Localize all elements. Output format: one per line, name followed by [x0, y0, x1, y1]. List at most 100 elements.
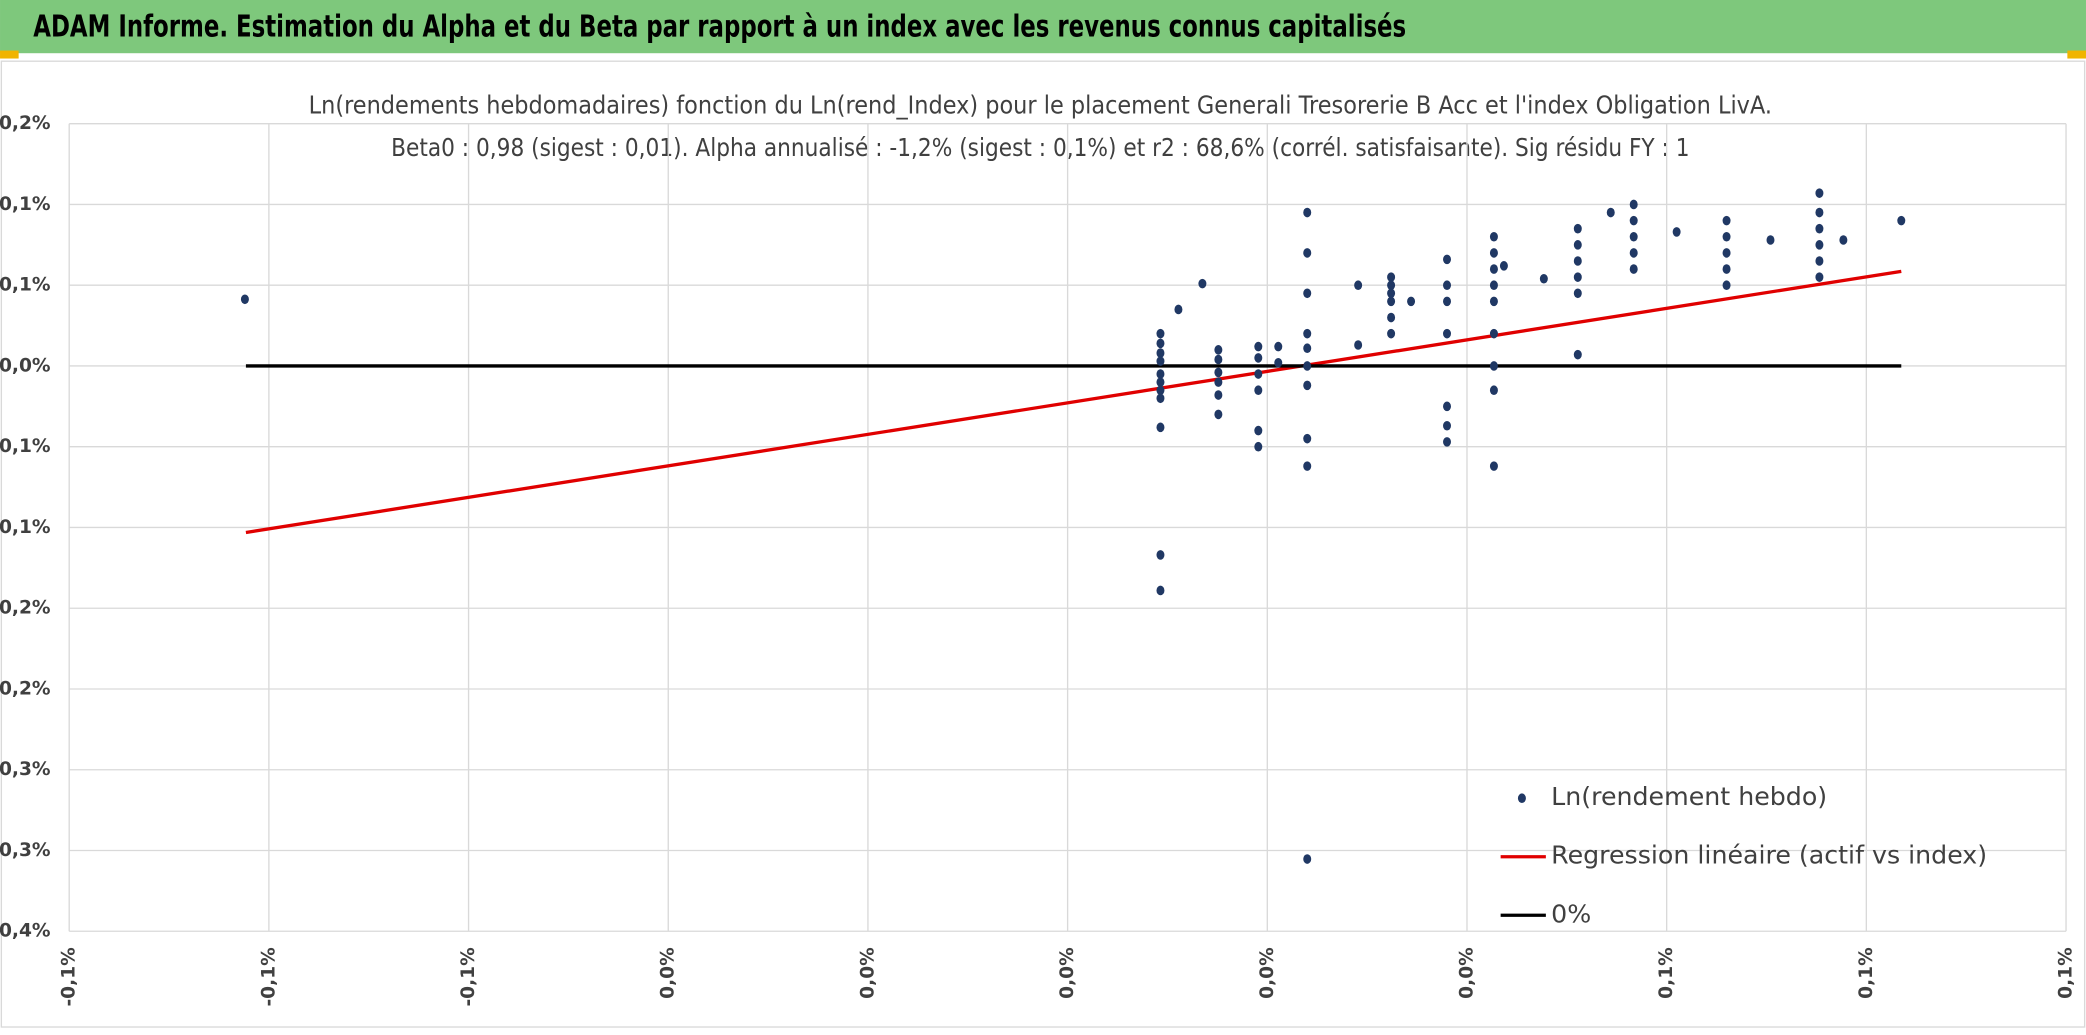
x-tick-label: 0,0%	[658, 947, 679, 999]
y-tick-label: -0,1%	[0, 436, 51, 457]
x-tick-label: -0,1%	[458, 947, 479, 1007]
scatter-point	[1156, 356, 1165, 366]
scatter-point	[1214, 390, 1223, 400]
scatter-point	[1387, 280, 1396, 291]
scatter-point	[1766, 235, 1775, 245]
y-tick-label: -0,1%	[0, 517, 51, 538]
scatter-point	[1214, 354, 1223, 365]
scatter-point	[1387, 328, 1396, 339]
scatter-point	[1606, 207, 1615, 218]
legend-label: 0%	[1551, 899, 1591, 928]
scatter-point	[1897, 215, 1906, 226]
x-tick-label: 0,1%	[2056, 947, 2077, 999]
scatter-point	[1354, 280, 1363, 291]
scatter-point	[1629, 215, 1638, 226]
scatter-point	[1156, 393, 1165, 404]
scatter-point	[1214, 345, 1223, 355]
x-tick-label: 0,1%	[1856, 947, 1877, 999]
x-tick-label: -0,1%	[59, 947, 80, 1007]
scatter-point	[1489, 328, 1498, 339]
scatter-point	[1722, 231, 1731, 242]
scatter-point	[1254, 441, 1263, 452]
scatter-point	[1815, 188, 1824, 198]
scatter-point	[1214, 377, 1223, 387]
scatter-point	[1387, 288, 1396, 299]
scatter-point	[1254, 385, 1263, 395]
scatter-point	[1156, 550, 1165, 560]
scatter-point	[1387, 272, 1396, 282]
scatter-point	[1443, 401, 1452, 412]
scatter-point	[1156, 338, 1165, 349]
scatter-point	[1489, 231, 1498, 242]
scatter-point	[1156, 348, 1165, 358]
scatter-point	[1214, 409, 1223, 420]
scatter-point	[1489, 248, 1498, 258]
scatter-point	[1489, 264, 1498, 274]
y-tick-label: 0,2%	[0, 113, 51, 134]
scatter-point	[1573, 240, 1582, 250]
scatter-point	[1156, 585, 1165, 596]
scatter-point	[1539, 273, 1548, 284]
scatter-point	[1303, 248, 1312, 258]
scatter-point	[1214, 367, 1223, 378]
x-tick-label: 0,0%	[1456, 947, 1477, 999]
scatter-point	[1254, 425, 1263, 436]
scatter-point	[1629, 199, 1638, 210]
scatter-point	[1303, 207, 1312, 218]
scatter-point	[1443, 328, 1452, 339]
y-tick-label: 0,1%	[0, 275, 51, 296]
scatter-point	[1629, 264, 1638, 274]
corner	[2067, 50, 2086, 59]
chart-area	[0, 60, 2086, 1028]
legend-marker	[1517, 793, 1526, 803]
scatter-point	[1274, 357, 1283, 368]
x-tick-label: 0,0%	[1257, 947, 1278, 999]
scatter-point	[1303, 328, 1312, 339]
scatter-point	[1443, 437, 1452, 447]
scatter-point	[1722, 280, 1731, 291]
scatter-point	[1156, 328, 1165, 339]
scatter-point	[1489, 361, 1498, 371]
scatter-point	[1303, 380, 1312, 391]
scatter-point	[1174, 304, 1183, 315]
scatter-point	[1254, 369, 1263, 379]
scatter-point	[1387, 296, 1396, 307]
scatter-point	[1303, 343, 1312, 353]
x-tick-label: 0,0%	[1057, 947, 1078, 999]
scatter-point	[1815, 256, 1824, 266]
scatter-point	[1156, 369, 1165, 379]
scatter-point	[240, 294, 249, 305]
scatter-point	[1407, 296, 1416, 307]
scatter-point	[1815, 272, 1824, 282]
chart-subtitle: Beta0 : 0,98 (sigest : 0,01). Alpha annu…	[391, 133, 1689, 162]
scatter-point	[1573, 223, 1582, 234]
scatter-point	[1354, 340, 1363, 350]
scatter-point	[1254, 341, 1263, 352]
y-tick-label: -0,3%	[0, 759, 51, 780]
scatter-point	[1303, 433, 1312, 444]
scatter-point	[1443, 296, 1452, 307]
x-tick-label: 0,1%	[1656, 947, 1677, 999]
scatter-point	[1573, 272, 1582, 282]
scatter-point	[1815, 223, 1824, 234]
scatter-point	[1573, 288, 1582, 299]
y-tick-label: -0,4%	[0, 921, 51, 942]
scatter-point	[1489, 461, 1498, 471]
scatter-point	[1629, 231, 1638, 242]
scatter-point	[1387, 312, 1396, 323]
scatter-point	[1198, 278, 1207, 289]
scatter-point	[1274, 341, 1283, 352]
scatter-point	[1489, 385, 1498, 395]
scatter-point	[1156, 377, 1165, 387]
y-tick-label: -0,2%	[0, 678, 51, 699]
scatter-point	[1303, 854, 1312, 864]
scatter-point	[1443, 280, 1452, 291]
scatter-point	[1839, 235, 1848, 245]
scatter-point	[1722, 264, 1731, 274]
series-line	[245, 269, 1902, 535]
chart-title: Ln(rendements hebdomadaires) fonction du…	[309, 90, 1772, 119]
scatter-point	[1156, 422, 1165, 433]
y-tick-label: -0,3%	[0, 840, 51, 861]
legend-label: Ln(rendement hebdo)	[1551, 782, 1827, 811]
